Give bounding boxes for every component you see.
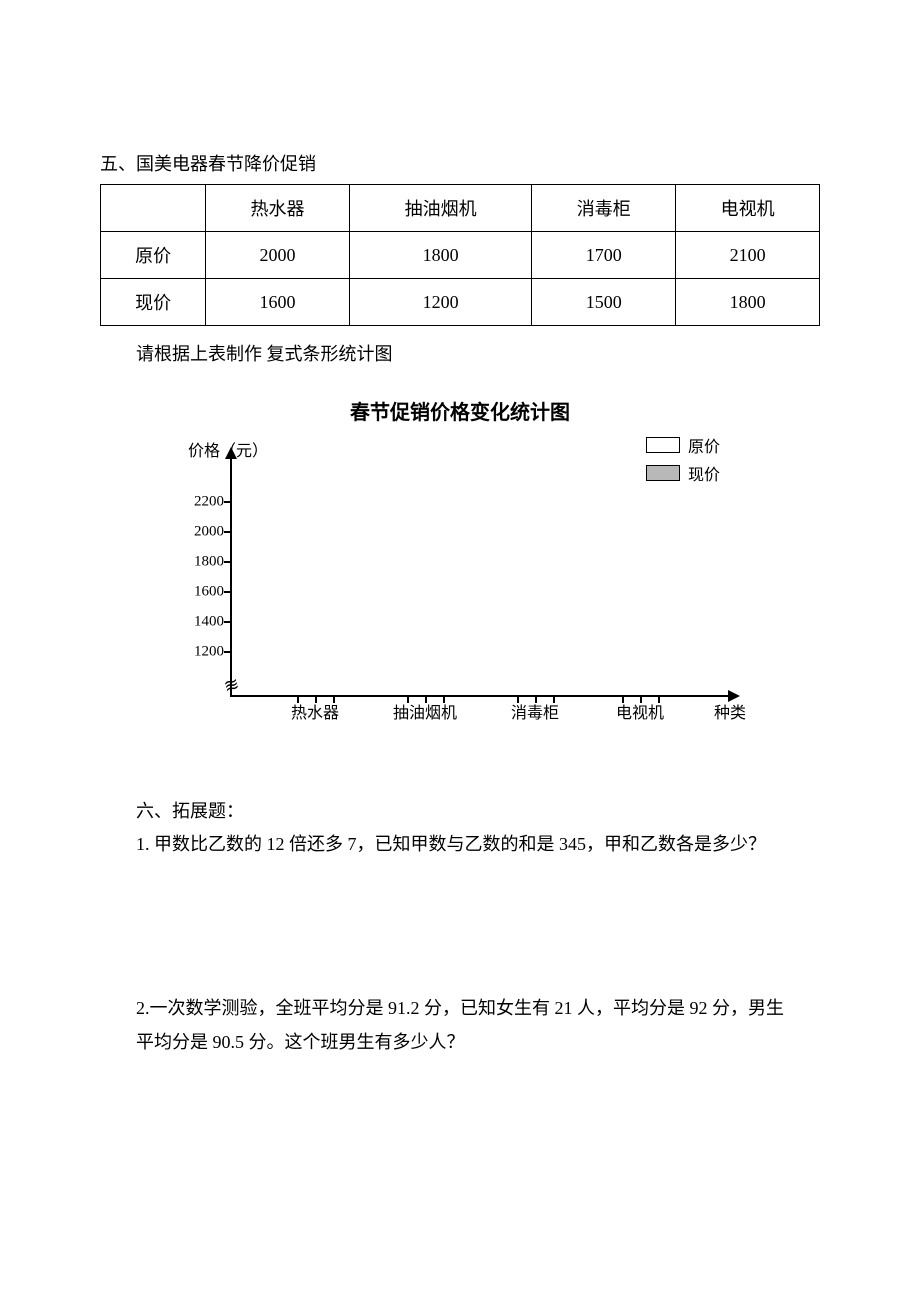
table-header-cell [101, 185, 206, 232]
x-category-label: 抽油烟机 [393, 699, 457, 723]
x-category-label: 消毒柜 [511, 699, 559, 723]
table-cell: 现价 [101, 279, 206, 326]
y-tick-mark [224, 591, 230, 593]
legend-swatch-original [646, 437, 680, 453]
y-axis-line [230, 457, 232, 697]
section-6-title: 六、拓展题： [136, 797, 820, 823]
question-1: 1. 甲数比乙数的 12 倍还多 7，已知甲数与乙数的和是 345，甲和乙数各是… [136, 827, 800, 861]
section-5-title: 五、国美电器春节降价促销 [100, 150, 820, 176]
price-table: 热水器 抽油烟机 消毒柜 电视机 原价 2000 1800 1700 2100 … [100, 184, 820, 326]
chart-plot-area: 价格（元） 原价 现价 ≋ 120014001600180020002200 [170, 437, 750, 737]
y-axis-arrow-icon [225, 447, 237, 459]
chart-container: 春节促销价格变化统计图 价格（元） 原价 现价 ≋ 12001400 [170, 396, 750, 737]
y-tick-mark [224, 561, 230, 563]
y-tick-mark [224, 501, 230, 503]
table-cell: 1800 [349, 232, 531, 279]
chart-title: 春节促销价格变化统计图 [170, 396, 750, 425]
y-tick-label: 1400 [180, 614, 224, 631]
question-2: 2.一次数学测验，全班平均分是 91.2 分，已知女生有 21 人，平均分是 9… [136, 991, 800, 1059]
legend-item: 原价 [646, 433, 720, 457]
table-header-cell: 消毒柜 [532, 185, 676, 232]
answer-space [100, 861, 820, 991]
table-cell: 1600 [206, 279, 350, 326]
y-tick-mark [224, 621, 230, 623]
table-cell: 原价 [101, 232, 206, 279]
table-row: 原价 2000 1800 1700 2100 [101, 232, 820, 279]
x-category-label: 电视机 [616, 699, 664, 723]
table-cell: 1800 [676, 279, 820, 326]
table-header-cell: 热水器 [206, 185, 350, 232]
axis-area: ≋ 120014001600180020002200 热水器抽油烟机消毒柜电视机… [230, 457, 730, 717]
x-category-label: 热水器 [291, 699, 339, 723]
axis-break-icon: ≋ [223, 679, 240, 691]
table-header-row: 热水器 抽油烟机 消毒柜 电视机 [101, 185, 820, 232]
x-axis-label: 种类 [714, 699, 746, 723]
table-header-cell: 电视机 [676, 185, 820, 232]
table-cell: 1500 [532, 279, 676, 326]
y-tick-label: 2000 [180, 524, 224, 541]
y-tick-label: 1600 [180, 584, 224, 601]
instruction-text: 请根据上表制作 复式条形统计图 [100, 340, 820, 366]
y-tick-mark [224, 651, 230, 653]
table-header-cell: 抽油烟机 [349, 185, 531, 232]
section-5: 五、国美电器春节降价促销 热水器 抽油烟机 消毒柜 电视机 原价 2000 18… [100, 150, 820, 737]
legend-label: 原价 [688, 433, 720, 457]
table-cell: 2000 [206, 232, 350, 279]
x-axis-line [230, 695, 730, 697]
table-row: 现价 1600 1200 1500 1800 [101, 279, 820, 326]
y-tick-label: 1800 [180, 554, 224, 571]
table-cell: 1200 [349, 279, 531, 326]
y-tick-mark [224, 531, 230, 533]
table-cell: 2100 [676, 232, 820, 279]
section-6: 六、拓展题： 1. 甲数比乙数的 12 倍还多 7，已知甲数与乙数的和是 345… [100, 797, 820, 1060]
table-cell: 1700 [532, 232, 676, 279]
y-tick-label: 1200 [180, 644, 224, 661]
y-tick-label: 2200 [180, 494, 224, 511]
